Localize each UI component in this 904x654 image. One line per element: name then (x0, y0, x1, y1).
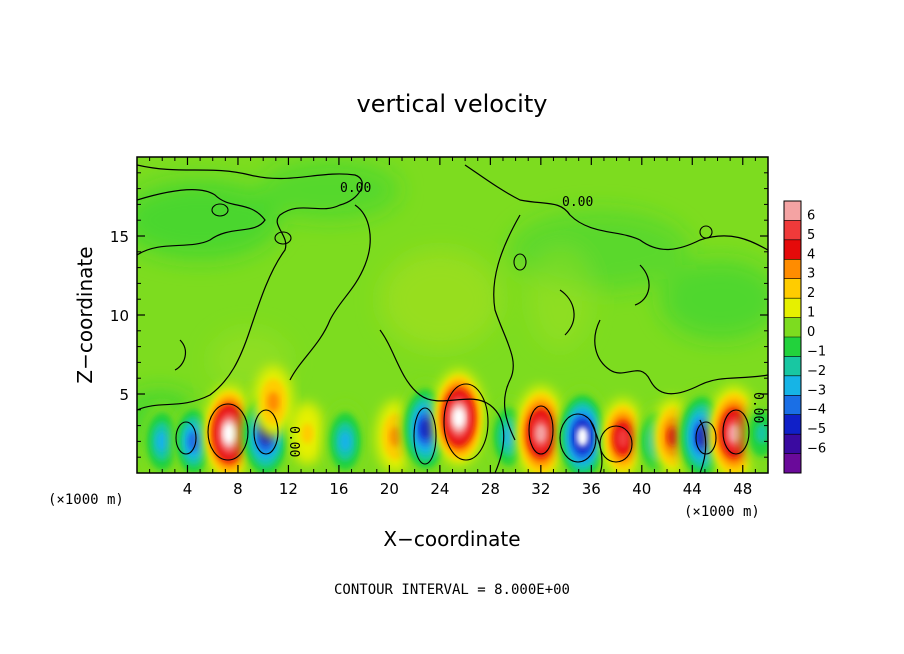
colorbar-swatch (784, 259, 801, 280)
velocity-cell (741, 397, 768, 470)
svg-text:0.00: 0.00 (750, 392, 765, 423)
velocity-cell (141, 403, 184, 473)
velocity-cell (556, 388, 609, 473)
x-unit-left: (×1000 m) (48, 492, 124, 508)
colorbar-label: −5 (807, 422, 826, 437)
x-tick-label: 48 (733, 480, 752, 498)
x-tick-label: 40 (632, 480, 651, 498)
velocity-cell-band (755, 423, 768, 444)
colorbar-swatch (784, 317, 801, 338)
chart-title: vertical velocity (357, 90, 548, 118)
velocity-cell-band (696, 426, 709, 447)
velocity-cell (324, 403, 367, 473)
background-field (137, 160, 768, 450)
velocity-cell (708, 386, 760, 473)
colorbar-swatch (784, 278, 801, 299)
colorbar-label: −4 (807, 403, 826, 418)
velocity-cell-band (667, 426, 680, 447)
colorbar: 6 5 4 3 2 1 0 −1 −2 −3 −4 −5 −6 (783, 200, 826, 474)
colorbar-label: 2 (807, 286, 815, 301)
velocity-cell-band (389, 426, 402, 447)
contour-rings (175, 203, 750, 465)
colorbar-swatch (784, 337, 801, 357)
velocity-cell-band (503, 426, 516, 447)
velocity-cell (515, 386, 567, 473)
velocity-cell (172, 401, 216, 473)
colorbar-swatch (784, 453, 801, 474)
colorbar-swatch (784, 298, 801, 319)
velocity-cell (290, 402, 325, 465)
velocity-cell-band (187, 431, 200, 452)
x-tick-label: 12 (279, 480, 298, 498)
x-tick-label: 28 (481, 480, 500, 498)
y-tick-label: 5 (119, 386, 129, 404)
x-tick-label: 32 (531, 480, 550, 498)
x-tick-label: 36 (582, 480, 601, 498)
x-tick-label: 4 (183, 480, 193, 498)
velocity-cell-band (267, 391, 280, 412)
velocity-cell-band (223, 423, 236, 444)
colorbar-label: 4 (807, 247, 815, 262)
y-axis-label: Z−coordinate (73, 246, 97, 383)
svg-text:0.00: 0.00 (562, 195, 593, 210)
colorbar-label: 3 (807, 267, 815, 282)
contour-labels: 0.00 0.00 0.00 0.00 (286, 181, 765, 457)
velocity-cells (141, 365, 768, 473)
colorbar-swatch (784, 414, 801, 435)
colorbar-label: −1 (807, 344, 826, 359)
zero-contours (137, 164, 768, 473)
velocity-cell-band (339, 431, 352, 452)
velocity-cell-band (616, 428, 629, 449)
x-tick-label: 20 (380, 480, 399, 498)
velocity-cell-band (301, 423, 314, 444)
svg-text:0.00: 0.00 (286, 426, 301, 457)
velocity-cell-band (156, 431, 169, 452)
colorbar-label: 0 (807, 325, 815, 340)
x-axis-label: X−coordinate (383, 527, 520, 551)
velocity-cell-band (727, 423, 740, 444)
colorbar-label: 1 (807, 306, 815, 321)
velocity-cell (432, 369, 485, 466)
colorbar-label: −3 (807, 383, 826, 398)
colorbar-label: 6 (807, 208, 815, 223)
colorbar-label: −6 (807, 442, 826, 457)
colorbar-swatch (784, 220, 801, 241)
velocity-cell-band (534, 423, 547, 444)
y-tick-label: 15 (110, 228, 129, 246)
colorbar-swatch (784, 434, 801, 455)
colorbar-label: 5 (807, 228, 815, 243)
plot-area: 0.00 0.00 0.00 0.00 (137, 157, 768, 473)
colorbar-swatch (784, 395, 801, 416)
x-tick-label: 16 (329, 480, 348, 498)
svg-text:0.00: 0.00 (340, 181, 371, 196)
colorbar-swatch (784, 239, 801, 260)
colorbar-swatch (784, 356, 801, 377)
x-tick-label: 44 (683, 480, 702, 498)
y-tick-label: 10 (110, 307, 129, 325)
velocity-cell-band (452, 407, 465, 428)
colorbar-swatch (784, 375, 801, 396)
colorbar-swatch (784, 201, 801, 221)
velocity-cell-band (576, 426, 589, 447)
x-tick-label: 8 (233, 480, 243, 498)
contour-interval-note: CONTOUR INTERVAL = 8.000E+00 (334, 582, 570, 598)
y-axis: 5 10 15 (110, 172, 768, 458)
x-tick-label: 24 (430, 480, 449, 498)
velocity-cell (253, 365, 294, 439)
colorbar-label: −2 (807, 364, 826, 379)
x-axis: 4 8 12 16 20 24 28 32 36 40 44 48 (149, 157, 756, 498)
x-unit-right: (×1000 m) (684, 504, 760, 520)
velocity-cell-band (419, 418, 432, 439)
